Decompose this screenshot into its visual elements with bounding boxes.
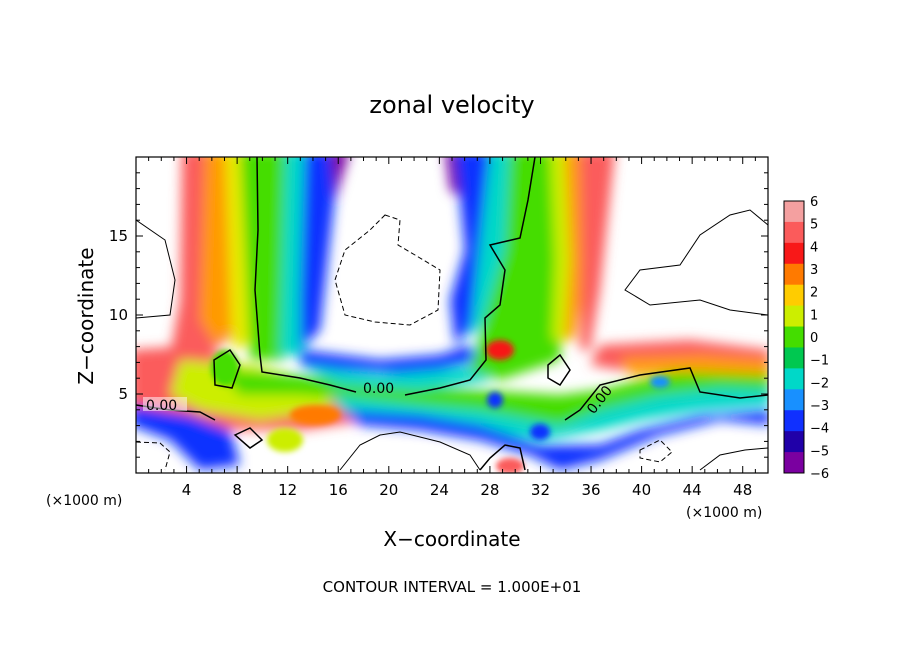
zero-contour-small [233,427,264,449]
colorbar-swatch [784,263,804,286]
zero-contour-left-plume [254,157,357,393]
right-orange [620,355,768,375]
zero-contour-loop-left [213,348,241,389]
x-unit-right: (×1000 m) [686,505,762,521]
red-blob-bottom [496,458,524,473]
upper-cyan-edge [300,365,490,390]
colorbar: 6 5 4 3 2 1 0 −1 −2 −3 −4 −5 −6 [783,195,829,482]
right-plume-green [470,157,565,380]
x-tick-label: 12 [278,481,297,499]
colorbar-swatch [784,368,804,390]
colorbar-label: −4 [810,422,829,437]
green-blob-left [211,350,239,386]
velocity-field [136,157,768,473]
colorbar-swatch [784,389,804,411]
colorbar-swatch [784,347,804,369]
chart-title: zonal velocity [369,91,534,119]
left-plume-purple [330,157,348,200]
colorbar-label: 4 [810,240,818,255]
colorbar-label: 3 [810,263,818,278]
blue-blob-3 [650,376,670,388]
x-tick-label: 28 [480,481,499,499]
thin-contour-bottom-mid [339,431,481,471]
red-blob [486,340,514,360]
colorbar-swatch [784,410,804,432]
dashed-contour-bottom-right [639,439,673,463]
left-plume-blue [300,157,340,350]
y-axis-ticks: 5 10 15 [109,172,768,458]
colorbar-label: −5 [810,444,829,459]
right-plume-cyan [470,157,520,340]
colorbar-label: −6 [810,467,829,482]
y-tick-label: 10 [109,306,128,324]
contour-label-2: 0.00 [363,381,394,397]
colorbar-label: 5 [810,218,818,233]
x-tick-label: 36 [581,481,600,499]
x-unit-left: (×1000 m) [46,493,122,509]
lower-cyan [330,388,768,440]
zero-contour-loop-right [547,353,571,387]
dashed-contour-bottom-left [136,441,171,471]
left-blue-bottom [136,406,240,470]
dashed-contour-center [334,214,441,326]
colorbar-swatch [784,431,804,453]
colorbar-label: −2 [810,376,829,391]
x-tick-label: 44 [683,481,702,499]
x-tick-label: 4 [182,481,192,499]
blue-blob-1 [487,392,503,408]
x-tick-label: 16 [329,481,348,499]
x-tick-label: 32 [531,481,550,499]
orange-blob [290,405,340,425]
lower-blue-band [340,410,768,470]
x-tick-label: 24 [430,481,449,499]
y-tick-label: 15 [109,227,128,245]
x-tick-label: 40 [632,481,651,499]
colorbar-swatch [784,284,804,307]
thin-contour-right-top [624,209,768,316]
zero-contour-right [564,367,768,421]
x-tick-label: 8 [232,481,242,499]
upper-blue-edge [300,345,480,375]
thin-contour-left-top [136,219,176,319]
colorbar-swatch [784,201,804,223]
colorbar-label: −1 [810,354,829,369]
colorbar-frame [783,200,805,474]
colorbar-swatch [784,452,804,474]
yellow-blob [267,428,303,452]
x-tick-label: 48 [733,481,752,499]
zero-contour-center [404,157,536,396]
right-plume-red [580,157,615,350]
contour-interval-text: CONTOUR INTERVAL = 1.000E+01 [323,578,582,596]
x-tick-label: 20 [379,481,398,499]
zero-contour-bottom [479,444,526,471]
colorbar-label: 6 [810,195,818,210]
x-axis-title: X−coordinate [383,527,520,551]
colorbar-label: 2 [810,286,818,301]
colorbar-swatch [784,326,804,348]
colorbar-swatch [784,221,804,244]
blue-blob-2 [530,424,550,440]
colorbar-swatch [784,305,804,328]
x-axis-ticks: 4 8 12 16 20 24 28 32 36 40 44 48 [148,157,756,499]
contour-label-1: 0.00 [146,398,177,414]
colorbar-label: −3 [810,399,829,414]
colorbar-label: 1 [810,308,818,323]
colorbar-label: 0 [810,331,818,346]
colorbar-swatch [784,242,804,265]
left-plume-green [240,157,290,360]
y-tick-label: 5 [118,385,128,403]
y-axis-title: Z−coordinate [74,247,98,384]
thin-contour-bottom-right [699,447,768,471]
